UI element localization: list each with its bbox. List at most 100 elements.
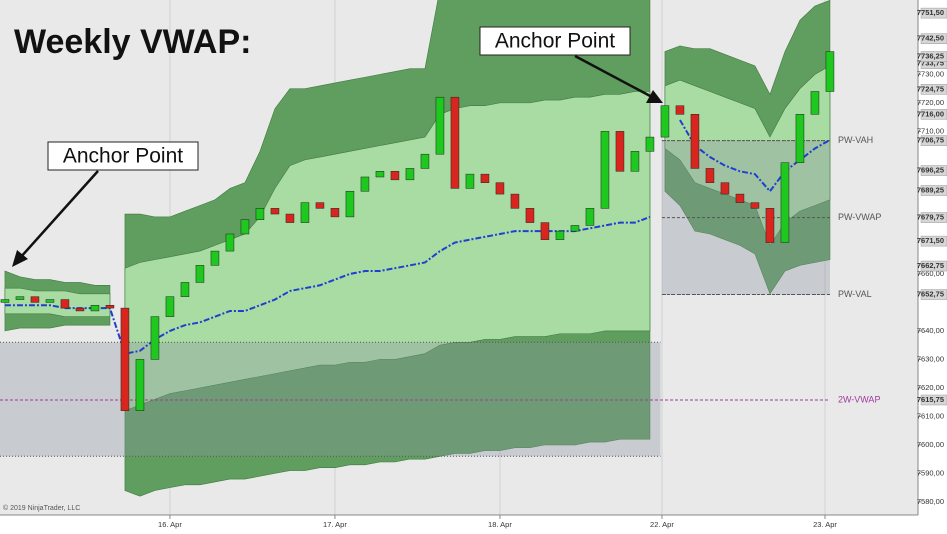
price-marker — [920, 33, 947, 45]
candle — [555, 230, 565, 240]
y-tick-label: 7620,00 — [917, 383, 944, 392]
candle — [765, 208, 775, 243]
price-marker — [920, 109, 947, 120]
candle — [825, 51, 835, 92]
level-label: PW-VWAP — [838, 212, 882, 222]
candle — [465, 173, 475, 189]
x-tick-label: 18. Apr — [488, 520, 512, 529]
candle — [540, 222, 550, 240]
candle — [30, 296, 40, 303]
price-marker-label: 7724,75 — [917, 84, 944, 93]
plot-area — [0, 0, 835, 515]
candle — [240, 219, 250, 235]
arrow-head — [12, 250, 28, 267]
annotation-box — [47, 141, 199, 171]
copyright: © 2019 NinjaTrader, LLC — [3, 504, 80, 512]
candle — [60, 299, 70, 309]
y-tick-label: 7720,00 — [917, 98, 944, 107]
price-marker — [920, 212, 947, 223]
price-marker-label: 7716,00 — [917, 109, 944, 118]
price-marker-label: 7652,75 — [917, 290, 944, 299]
candle — [75, 307, 85, 312]
candle — [645, 136, 655, 152]
vwap-band — [124, 91, 651, 412]
candle — [435, 96, 445, 155]
price-marker — [920, 235, 947, 247]
price-marker-label: 7662,75 — [917, 261, 944, 270]
candle — [720, 182, 730, 195]
candle — [600, 131, 610, 209]
y-tick-label: 7660,00 — [917, 269, 944, 278]
y-tick-label: 7590,00 — [917, 468, 944, 477]
annotation-box — [479, 26, 631, 56]
candle — [165, 296, 175, 317]
candle — [105, 304, 115, 309]
candle — [705, 168, 715, 183]
price-marker-label: 7733,75 — [917, 59, 944, 68]
price-marker-label: 7679,75 — [917, 213, 944, 222]
vwap-line — [4, 119, 831, 355]
price-marker — [920, 135, 947, 146]
candle — [15, 296, 25, 300]
candle — [180, 282, 190, 297]
arrow-head — [646, 90, 663, 103]
candle — [210, 250, 220, 266]
candle — [630, 151, 640, 172]
x-tick-label: 22. Apr — [650, 520, 674, 529]
y-tick-label: 7640,00 — [917, 326, 944, 335]
candle — [345, 190, 355, 218]
candle — [45, 299, 55, 303]
y-tick-label: 7710,00 — [917, 126, 944, 135]
level-label: 2W-VWAP — [838, 394, 881, 404]
price-marker-label: 7696,25 — [917, 166, 944, 175]
price-marker-label: 7671,50 — [917, 236, 944, 245]
chart-title: Weekly VWAP: — [14, 23, 251, 61]
price-marker-label: 7706,75 — [917, 136, 944, 145]
candle — [795, 114, 805, 163]
y-tick-label: 7610,00 — [917, 411, 944, 420]
y-tick-label: 7730,00 — [917, 69, 944, 78]
candle — [660, 105, 670, 138]
candle — [480, 173, 490, 183]
candle — [225, 233, 235, 252]
candle — [135, 359, 145, 411]
price-marker — [920, 7, 947, 19]
candle — [585, 208, 595, 226]
candle — [360, 176, 370, 192]
price-marker — [920, 84, 947, 95]
candle — [675, 105, 685, 115]
y-tick-label: 7630,00 — [917, 354, 944, 363]
annotation: Anchor Point — [63, 145, 183, 168]
value-area — [0, 342, 661, 457]
candle — [195, 265, 205, 283]
candle — [810, 91, 820, 115]
price-marker — [920, 165, 947, 176]
price-marker-label: 7689,25 — [917, 186, 944, 195]
candle — [375, 171, 385, 178]
price-marker-label: 7736,25 — [917, 52, 944, 61]
candle — [450, 96, 460, 189]
candle — [570, 225, 580, 232]
price-marker — [920, 185, 947, 196]
candle — [615, 131, 625, 172]
candle — [315, 202, 325, 209]
arrow — [574, 54, 653, 99]
price-marker — [920, 289, 947, 300]
candle — [495, 182, 505, 195]
candle — [0, 299, 10, 303]
candle — [255, 208, 265, 220]
candle — [420, 153, 430, 169]
candle — [525, 208, 535, 223]
candle — [300, 202, 310, 223]
price-marker — [920, 51, 947, 62]
candle — [150, 316, 160, 360]
candle — [405, 168, 415, 181]
price-marker-label: 7742,50 — [917, 34, 944, 43]
x-tick-label: 23. Apr — [813, 520, 837, 529]
candle — [120, 307, 130, 411]
candle — [285, 213, 295, 223]
candle — [735, 193, 745, 203]
y-tick-label: 7580,00 — [917, 497, 944, 506]
